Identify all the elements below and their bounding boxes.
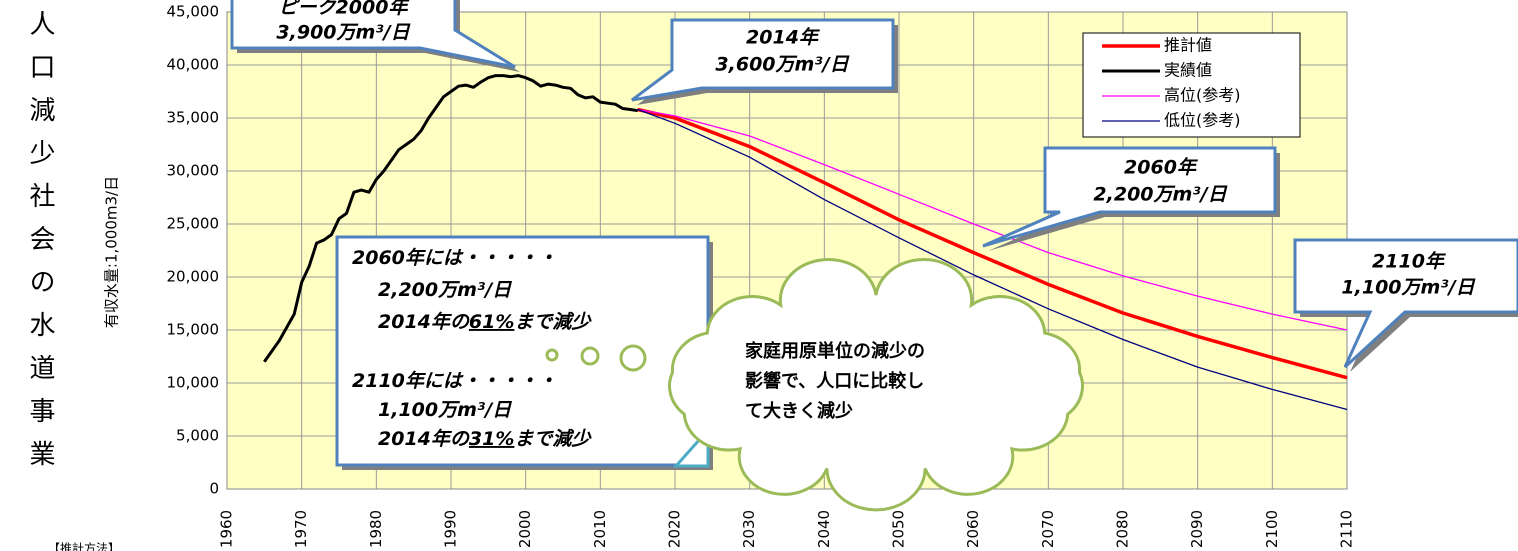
summary-segment: 2110年には・・・・・: [352, 370, 557, 392]
callout-text: 2060年: [1124, 157, 1199, 179]
x-tick-label: 1960: [218, 510, 236, 548]
summary-text: 1,100万m³/日: [378, 399, 512, 421]
summary-segment: 2060年には・・・・・: [352, 247, 557, 269]
x-tick-label: 2010: [591, 510, 609, 548]
callout: [230, 0, 516, 69]
series-line: [637, 107, 1348, 380]
y-tick-label: 30,000: [167, 162, 220, 180]
callout: [982, 146, 1277, 248]
summary-segment: 2014年の: [378, 428, 471, 450]
cloud-text: 家庭用原単位の減少の: [745, 340, 925, 362]
series-line: [637, 108, 1348, 331]
y-tick-label: 5,000: [176, 427, 219, 445]
thought-bubble: [580, 346, 600, 366]
summary-text: 2060年には・・・・・: [352, 247, 557, 269]
cloud: [668, 258, 1084, 512]
x-tick-label: 1970: [292, 510, 310, 548]
y-tick-label: 35,000: [167, 109, 220, 127]
summary-text: 2110年には・・・・・: [352, 370, 557, 392]
summary-segment: 2,200万m³/日: [378, 279, 512, 301]
x-tick-label: 2050: [890, 510, 908, 548]
legend-box: [1082, 32, 1301, 138]
summary-segment: 61%: [469, 311, 514, 333]
legend-label: 低位(参考): [1164, 111, 1241, 130]
summary-segment: 2014年の: [378, 311, 471, 333]
thought-bubble: [619, 344, 647, 372]
summary-text: 2014年の31%まで減少: [378, 428, 592, 450]
y-tick-label: 10,000: [167, 374, 220, 392]
summary-text: 2014年の61%まで減少: [378, 311, 592, 333]
series-line: [637, 108, 1348, 411]
summary-segment: まで減少: [514, 311, 592, 333]
callout-text: 2014年: [746, 27, 821, 49]
callout: [631, 18, 895, 102]
legend-label: 実績値: [1164, 61, 1212, 80]
x-tick-label: 2110: [1338, 510, 1356, 548]
summary-segment: まで減少: [514, 428, 592, 450]
y-tick-label: 45,000: [167, 3, 220, 21]
side-title: 人口減少社会の水道事業: [25, 10, 55, 483]
x-tick-label: 2030: [740, 510, 758, 548]
legend-label: 推計値: [1164, 36, 1212, 55]
x-tick-label: 1990: [442, 510, 460, 548]
y-axis-title: 有収水量:1,000m3/日: [103, 176, 121, 328]
x-tick-label: 2080: [1114, 510, 1132, 548]
cloud-text: て大きく減少: [745, 400, 853, 422]
y-tick-label: 20,000: [167, 268, 220, 286]
y-tick-label: 25,000: [167, 215, 220, 233]
x-tick-label: 1980: [367, 510, 385, 548]
callout-text: ピーク2000年: [279, 0, 411, 19]
callout: [1293, 238, 1518, 369]
cloud-text: 影響で、人口に比較し: [745, 370, 924, 392]
series-line: [263, 74, 638, 363]
callout-text: 1,100万m³/日: [1341, 277, 1475, 299]
x-tick-label: 2070: [1039, 510, 1057, 548]
summary-text: 2,200万m³/日: [378, 279, 512, 301]
x-tick-label: 2020: [666, 510, 684, 548]
callout-text: 3,600万m³/日: [715, 54, 849, 76]
x-tick-label: 2040: [815, 510, 833, 548]
footnote: 【推計方法】: [48, 541, 120, 551]
x-tick-label: 2060: [964, 510, 982, 548]
x-tick-label: 2100: [1263, 510, 1281, 548]
y-tick-label: 15,000: [167, 321, 220, 339]
y-tick-label: 0: [209, 480, 219, 498]
callout-text: 3,900万m³/日: [276, 22, 410, 44]
y-tick-label: 40,000: [167, 56, 220, 74]
callout-text: 2110年: [1372, 251, 1447, 273]
callout-text: 2,200万m³/日: [1093, 184, 1227, 206]
x-tick-label: 2090: [1188, 510, 1206, 548]
legend-label: 高位(参考): [1164, 86, 1241, 105]
x-tick-label: 2000: [516, 510, 534, 548]
thought-bubble: [545, 348, 559, 362]
summary-segment: 1,100万m³/日: [378, 399, 512, 421]
summary-segment: 31%: [469, 428, 514, 450]
